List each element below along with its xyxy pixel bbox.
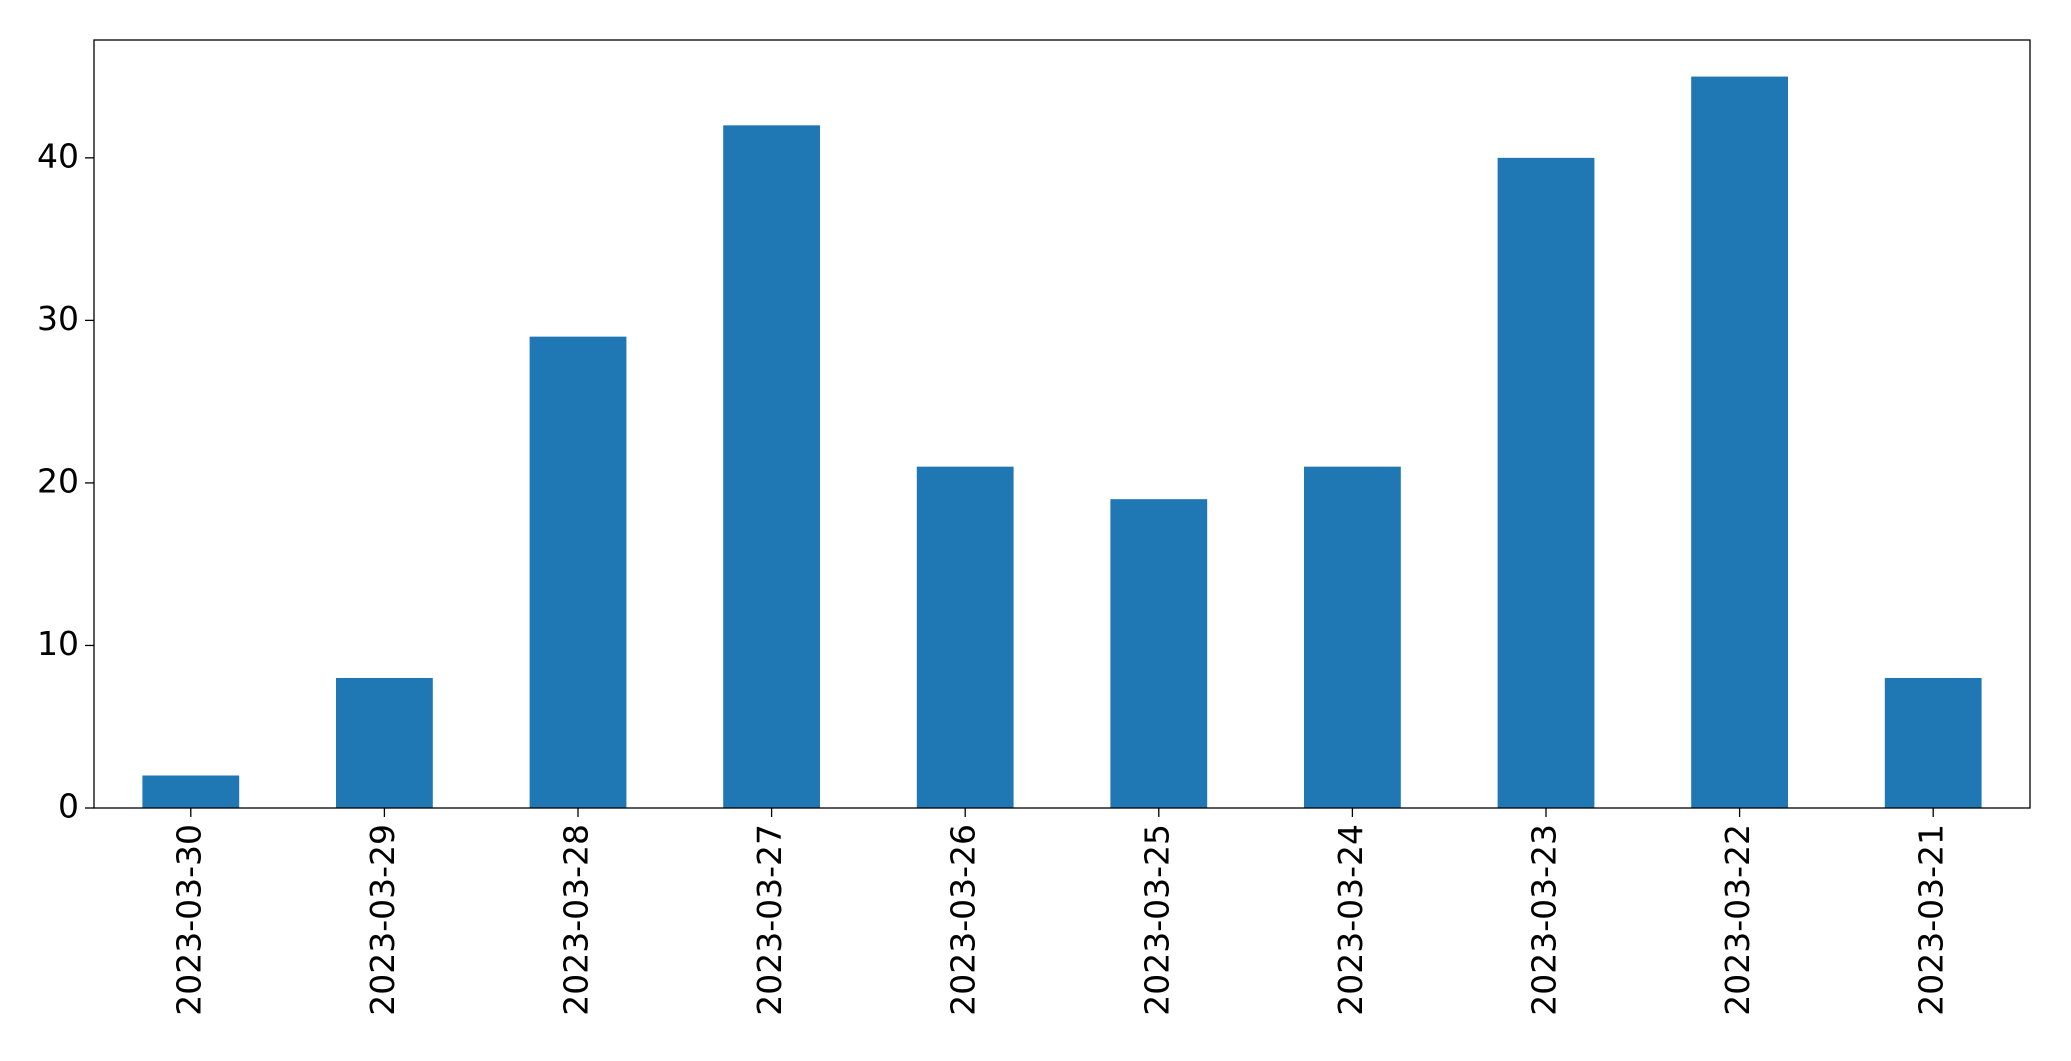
x-tick-label: 2023-03-23: [1525, 824, 1564, 1016]
bar: [1304, 466, 1401, 808]
x-tick-label: 2023-03-29: [363, 824, 402, 1016]
bar: [336, 677, 433, 808]
x-tick-label: 2023-03-21: [1912, 824, 1951, 1016]
x-tick-label: 2023-03-28: [557, 824, 596, 1016]
y-tick-label: 20: [37, 461, 79, 500]
x-tick-label: 2023-03-22: [1718, 824, 1757, 1016]
x-tick-label: 2023-03-25: [1137, 824, 1176, 1016]
bar: [1691, 76, 1788, 809]
y-tick-label: 40: [37, 136, 79, 175]
bar: [1110, 499, 1208, 808]
y-tick-label: 0: [58, 787, 79, 826]
y-tick-label: 10: [37, 624, 79, 663]
bar: [142, 775, 240, 808]
x-tick-label: 2023-03-27: [750, 824, 789, 1016]
bar: [723, 125, 820, 809]
bar: [1497, 157, 1595, 809]
x-tick-label: 2023-03-26: [944, 824, 983, 1016]
plot-frame: [93, 39, 2031, 809]
bar: [916, 466, 1014, 808]
bar: [1884, 677, 1982, 808]
bar: [529, 336, 627, 808]
x-tick-label: 2023-03-30: [169, 824, 208, 1016]
x-tick-label: 2023-03-24: [1331, 824, 1370, 1016]
y-tick-label: 30: [37, 299, 79, 338]
